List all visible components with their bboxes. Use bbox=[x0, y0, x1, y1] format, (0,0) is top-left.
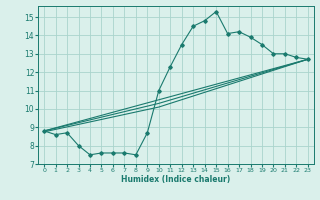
X-axis label: Humidex (Indice chaleur): Humidex (Indice chaleur) bbox=[121, 175, 231, 184]
